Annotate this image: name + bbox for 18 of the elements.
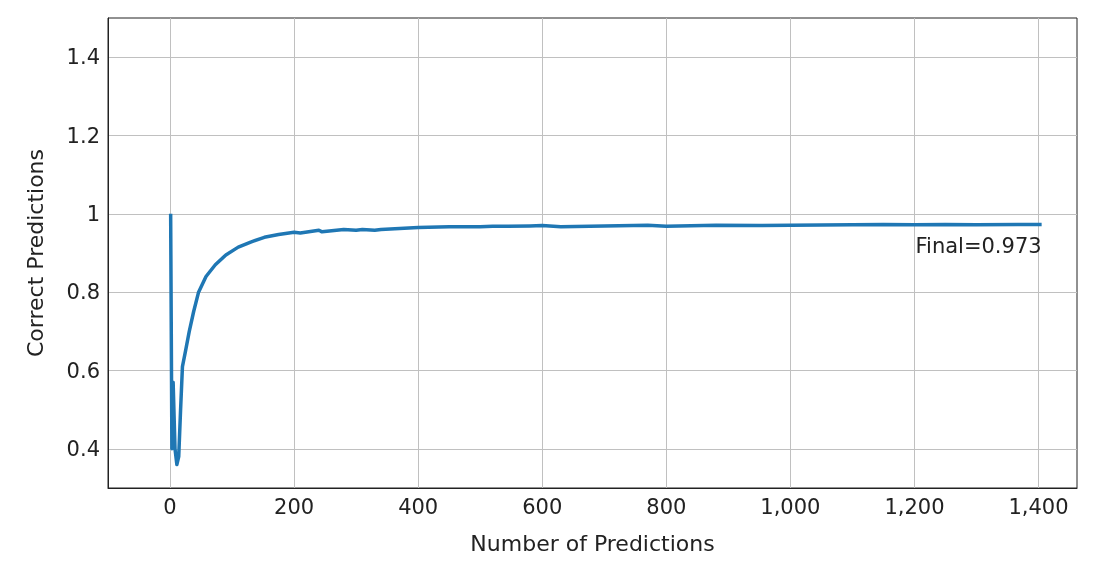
x-tick-label: 400 bbox=[398, 494, 439, 519]
x-tick-label: 200 bbox=[274, 494, 315, 519]
x-tick-label: 0 bbox=[163, 494, 177, 519]
y-tick-label: 0.8 bbox=[66, 280, 100, 305]
y-tick-label: 1.2 bbox=[66, 123, 100, 148]
y-tick-label: 0.4 bbox=[66, 436, 100, 461]
annotation: Final=0.973 bbox=[915, 233, 1042, 258]
line-series bbox=[168, 212, 1044, 467]
x-tick-label: 1,200 bbox=[884, 494, 945, 519]
x-axis-title: Number of Predictions bbox=[470, 530, 715, 556]
y-tick-label: 1 bbox=[86, 201, 100, 226]
y-axis-title: Correct Predictions bbox=[22, 148, 48, 358]
x-tick-label: 600 bbox=[522, 494, 563, 519]
x-tick-label: 1,400 bbox=[1008, 494, 1069, 519]
y-tick-label: 1.4 bbox=[66, 45, 100, 70]
y-tick-label: 0.6 bbox=[66, 358, 100, 383]
x-tick-label: 1,000 bbox=[760, 494, 821, 519]
x-tick-label: 800 bbox=[646, 494, 687, 519]
